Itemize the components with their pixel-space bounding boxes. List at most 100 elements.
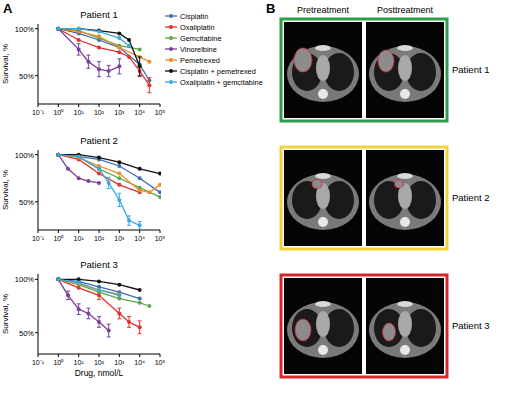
series-line [58,155,99,183]
column-title: Posttreatment [377,5,434,15]
row-label: Patient 2 [452,192,490,203]
data-point [86,179,90,183]
x-tick [99,354,100,357]
data-point [97,30,101,34]
data-point [56,153,60,157]
data-point [97,288,101,292]
data-point [56,153,60,157]
data-point [117,183,121,187]
data-point [117,283,121,287]
data-point [97,167,101,171]
x-tick-label: 10¹ [74,359,85,366]
legend: CisplatinOxaliplatinGemcitabineVinorelbi… [165,12,263,87]
chart: Patient 2Survival, %50%100%10⁻¹10⁰10¹10²… [1,135,165,242]
x-tick [139,230,140,233]
error-bar [107,324,111,337]
data-point [117,50,121,54]
data-point [117,46,121,50]
data-point [56,27,60,31]
chart-title: Patient 3 [80,259,118,270]
data-point [97,181,101,185]
data-point [56,27,60,31]
plot-area [56,153,161,229]
tumor-outline [383,323,396,341]
data-point [107,329,111,333]
y-tick [35,75,38,76]
y-axis [38,150,39,230]
x-tick-label: 10⁴ [134,109,145,116]
row-frame [281,19,447,121]
ct-spine [318,345,328,355]
data-point [56,277,60,281]
data-point [56,27,60,31]
data-point [56,277,60,281]
panel-label: A [3,1,13,16]
ct-spine [318,217,328,227]
data-point [56,27,60,31]
x-tick-label: 10⁰ [53,359,64,366]
x-axis-label: Drug, nmol/L [75,368,124,378]
data-point [56,27,60,31]
legend-label: Gemcitabine [180,34,222,43]
data-point [56,277,60,281]
error-bar [138,321,142,334]
ct-body [287,302,359,358]
data-point [107,69,111,73]
data-point [77,27,81,31]
series-line [58,279,149,306]
data-point [117,164,121,168]
error-bar [117,193,121,206]
data-point [147,304,151,308]
data-point [138,288,142,292]
ct-body [287,46,359,102]
plot-area [56,277,151,337]
ct-spine [400,217,410,227]
y-tick-label: 100% [15,151,35,160]
data-point [97,34,101,38]
y-tick [35,154,38,155]
data-point [77,27,81,31]
y-tick-label: 100% [15,25,35,34]
ct-row: Patient 1 [281,19,490,121]
legend-marker [169,80,173,84]
data-point [56,153,60,157]
error-bar [147,78,151,93]
data-point [138,64,142,68]
data-point [77,155,81,159]
row-frame [281,147,447,249]
ct-row: Patient 2 [281,147,490,249]
x-tick [38,104,39,107]
x-tick-label: 10⁵ [155,359,166,366]
y-axis-label: Survival, % [1,170,10,210]
x-tick-label: 10² [94,359,105,366]
data-point [138,47,142,51]
error-bar [127,216,131,225]
data-point [97,320,101,324]
data-point [117,176,121,180]
data-point [97,279,101,283]
x-tick-label: 10³ [114,109,125,116]
error-bar [86,55,90,68]
x-tick [160,230,161,233]
ct-image [366,22,444,118]
data-point [117,160,121,164]
x-tick [58,354,59,357]
data-point [147,190,151,194]
series-line [58,29,139,67]
series-line [58,155,160,197]
y-axis-label: Survival, % [1,294,10,334]
ct-sternum [397,301,413,307]
data-point [117,311,121,315]
series-line [58,29,149,85]
y-tick-label: 50% [19,329,34,338]
series-line [58,155,139,193]
data-point [77,47,81,51]
data-point [127,55,131,59]
series-line [58,155,160,174]
ct-sternum [315,45,331,51]
ct-body [287,174,359,230]
x-tick-label: 10⁵ [155,109,166,116]
error-bar [117,308,121,319]
series-line [58,279,139,298]
error-bar [107,65,111,76]
